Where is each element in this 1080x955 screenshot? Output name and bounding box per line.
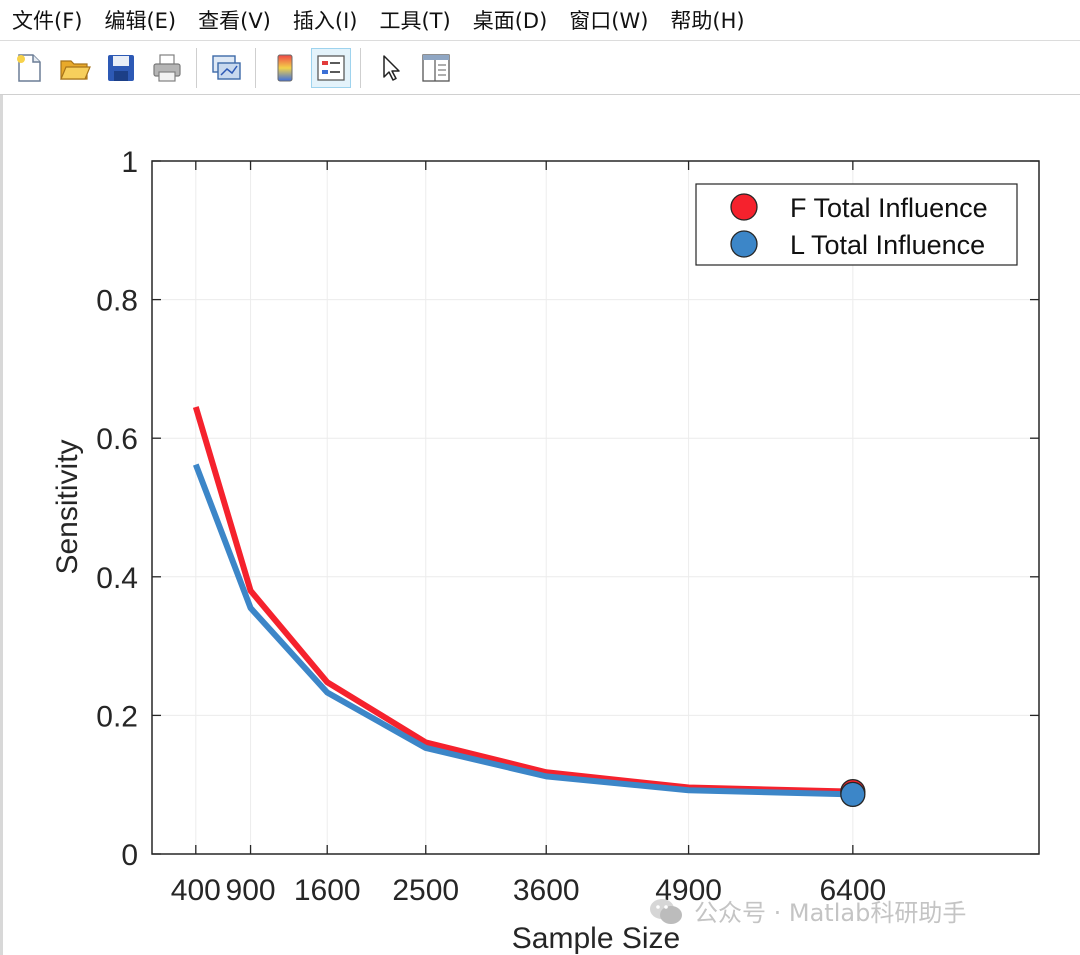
watermark: 公众号 · Matlab科研助手	[648, 893, 966, 928]
colorbar-button[interactable]	[265, 48, 305, 88]
menu-tools[interactable]: 工具(T)	[379, 9, 451, 33]
print-button[interactable]	[147, 48, 187, 88]
legend-label-l: L Total Influence	[790, 230, 985, 260]
save-icon	[108, 54, 134, 81]
y-tick-label: 0.6	[96, 423, 138, 456]
print-icon	[153, 53, 181, 82]
save-button[interactable]	[101, 48, 141, 88]
menu-desktop[interactable]: 桌面(D)	[472, 9, 548, 33]
axes-box	[151, 160, 1040, 855]
x-tick-label: 400	[171, 874, 221, 907]
watermark-text: 公众号 · Matlab科研助手	[694, 899, 967, 927]
series-end-marker-l	[840, 781, 866, 808]
y-tick-label: 0.4	[96, 562, 138, 595]
toolbar	[0, 41, 1080, 95]
x-axis-label: Sample Size	[512, 922, 680, 955]
link-plot-icon	[212, 54, 241, 80]
legend-marker-f	[730, 193, 758, 221]
pointer-button[interactable]	[370, 48, 410, 88]
x-tick-label: 900	[226, 874, 276, 907]
pointer-icon	[383, 54, 400, 81]
line-chart: 400 900 1600 2500 3600 4900 640000.20.40.60.81…	[51, 146, 1040, 955]
open-button[interactable]	[55, 48, 95, 88]
property-inspector-button[interactable]	[416, 48, 456, 88]
menu-window[interactable]: 窗口(W)	[569, 9, 649, 33]
toolbar-separator	[360, 47, 361, 88]
menu-help[interactable]: 帮助(H)	[670, 9, 745, 33]
window-left-border	[0, 95, 3, 955]
x-tick-label: 6400	[819, 874, 886, 907]
link-plot-button[interactable]	[206, 48, 246, 88]
legend[interactable]: F Total Influence L Total Influence	[695, 183, 1018, 266]
x-tick-label: 2500	[392, 874, 459, 907]
menu-view[interactable]: 查看(V)	[198, 9, 271, 33]
x-tick-label: 3600	[513, 874, 580, 907]
wechat-icon	[650, 898, 682, 924]
data-series	[192, 406, 866, 808]
legend-button[interactable]	[311, 47, 351, 88]
property-inspector-icon	[422, 53, 450, 82]
menu-file[interactable]: 文件(F)	[12, 9, 83, 33]
open-folder-icon	[60, 59, 91, 80]
colorbar-icon	[277, 54, 293, 81]
toolbar-separator	[255, 47, 256, 88]
legend-icon	[317, 54, 345, 81]
menu-insert[interactable]: 插入(I)	[292, 9, 358, 33]
menu-edit[interactable]: 编辑(E)	[104, 9, 177, 33]
y-axis-label: Sensitivity	[51, 439, 84, 574]
toolbar-separator	[196, 47, 197, 88]
y-tick-label: 0	[121, 839, 138, 872]
new-file-button[interactable]	[9, 48, 49, 88]
y-tick-label: 0.2	[96, 700, 138, 733]
new-file-icon	[17, 53, 41, 82]
menu-bar: 文件(F) 编辑(E) 查看(V) 插入(I) 工具(T) 桌面(D) 窗口(W…	[0, 0, 1080, 41]
y-tick-label: 0.8	[96, 285, 138, 318]
legend-marker-l	[730, 230, 758, 258]
series-line-l	[192, 463, 853, 798]
y-tick-label: 1	[121, 146, 138, 179]
series-line-f	[192, 406, 853, 795]
legend-label-f: F Total Influence	[790, 193, 988, 223]
x-tick-label: 1600	[294, 874, 361, 907]
